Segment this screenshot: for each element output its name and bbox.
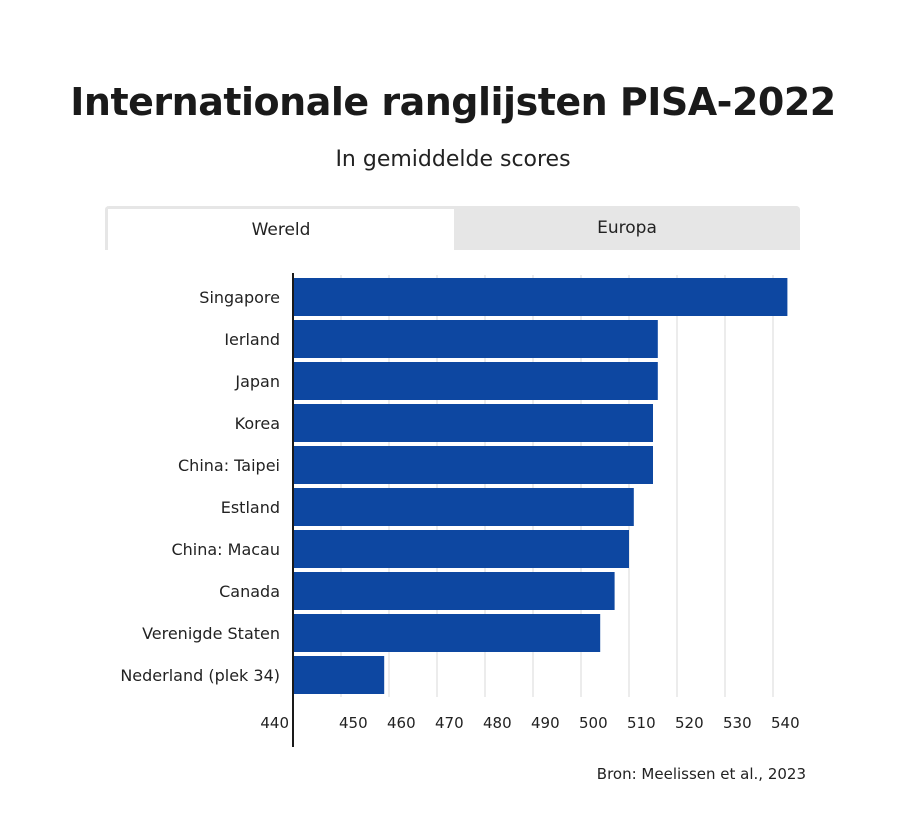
- bar: [293, 614, 601, 652]
- x-tick-label: 450: [339, 714, 368, 732]
- bar: [293, 404, 653, 442]
- bar: [293, 362, 658, 400]
- category-label: Korea: [235, 414, 280, 433]
- category-label: Japan: [234, 372, 280, 391]
- category-label: Canada: [219, 582, 280, 601]
- bar: [293, 488, 634, 526]
- bar: [293, 530, 629, 568]
- bar: [293, 572, 615, 610]
- category-label: Ierland: [224, 330, 280, 349]
- x-tick-label: 520: [675, 714, 704, 732]
- category-label: China: Macau: [171, 540, 280, 559]
- category-label: Estland: [221, 498, 280, 517]
- tab-wereld[interactable]: Wereld: [105, 206, 454, 250]
- chart-subtitle: In gemiddelde scores: [335, 147, 571, 172]
- tab-europa[interactable]: Europa: [454, 206, 800, 250]
- x-tick-label: 480: [483, 714, 512, 732]
- x-tick-label: 540: [771, 714, 800, 732]
- region-tabs: Wereld Europa: [105, 206, 800, 250]
- x-tick-label: 460: [387, 714, 416, 732]
- bar: [293, 278, 788, 316]
- bar: [293, 320, 658, 358]
- bar: [293, 446, 653, 484]
- category-label: Nederland (plek 34): [120, 666, 280, 685]
- source-note: Bron: Meelissen et al., 2023: [596, 765, 806, 783]
- category-label: Singapore: [199, 288, 280, 307]
- category-label: China: Taipei: [178, 456, 280, 475]
- x-tick-label: 530: [723, 714, 752, 732]
- x-tick-label: 500: [579, 714, 608, 732]
- bar: [293, 656, 385, 694]
- x-tick-label: 440: [260, 714, 289, 732]
- x-tick-label: 490: [531, 714, 560, 732]
- chart-title: Internationale ranglijsten PISA-2022: [70, 80, 836, 124]
- category-label: Verenigde Staten: [142, 624, 280, 643]
- x-tick-label: 510: [627, 714, 656, 732]
- x-tick-label: 470: [435, 714, 464, 732]
